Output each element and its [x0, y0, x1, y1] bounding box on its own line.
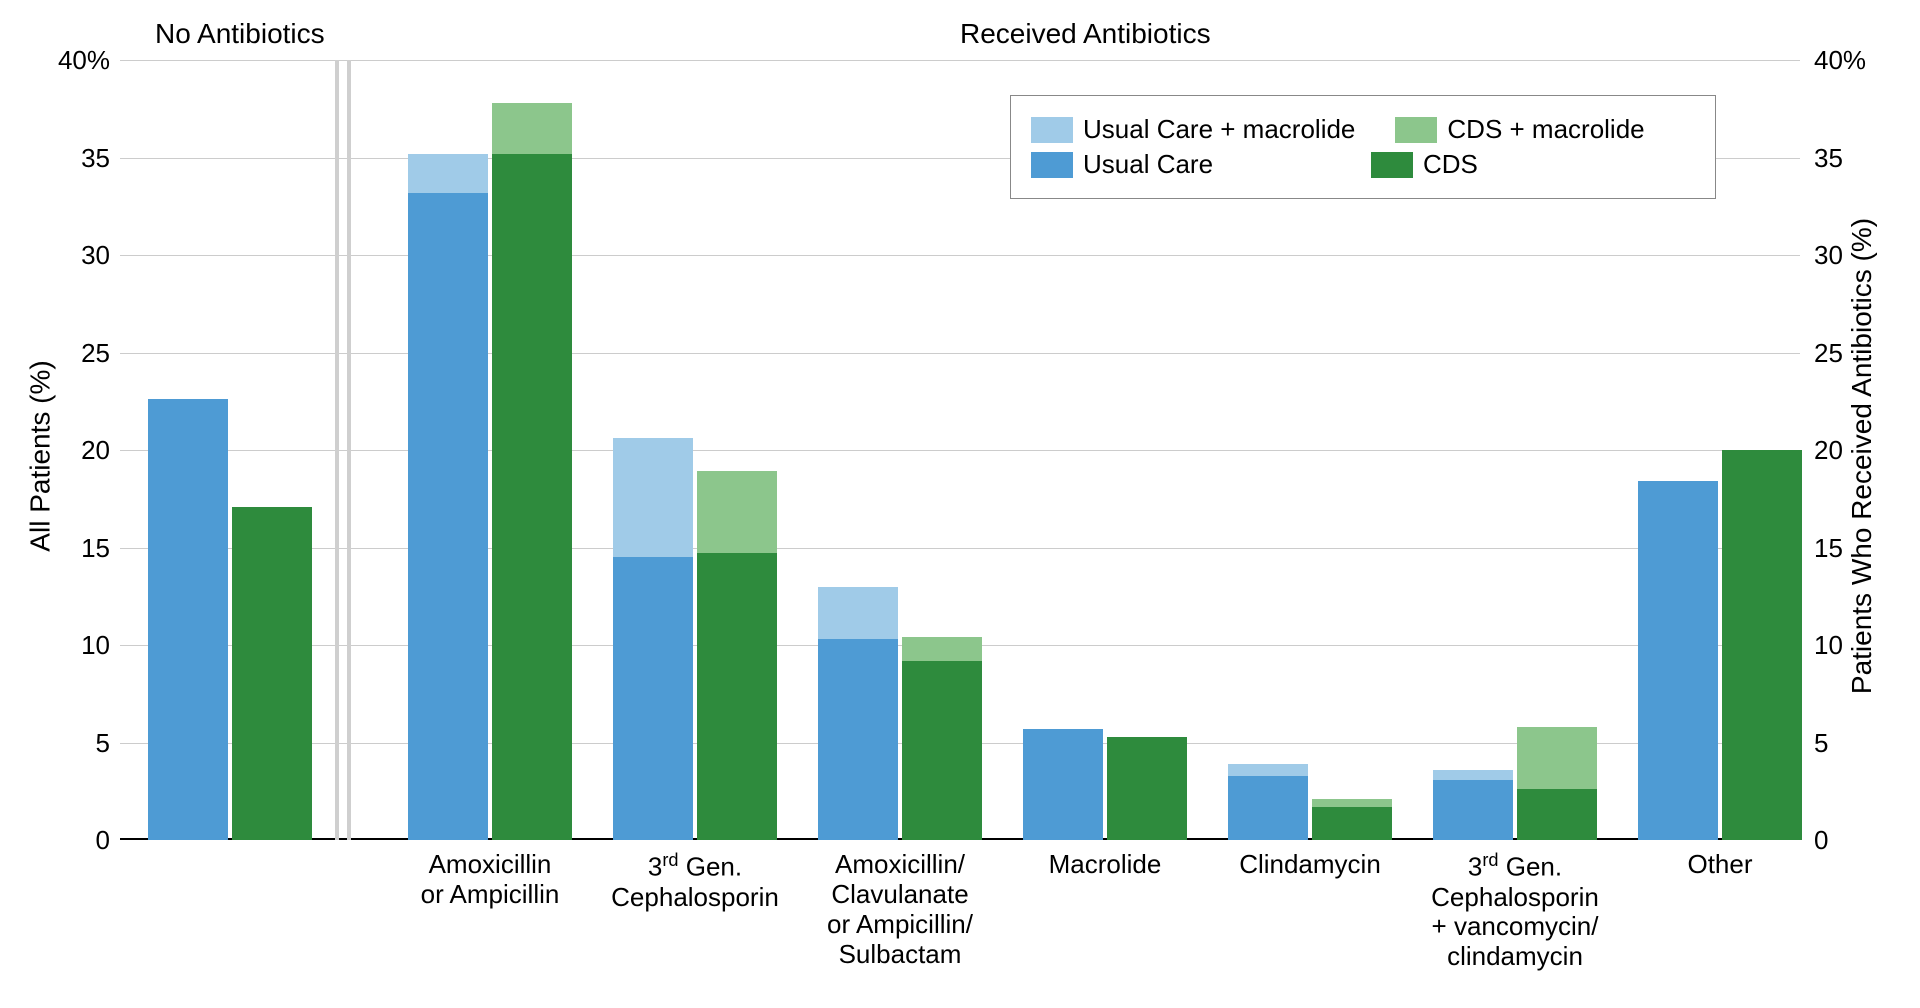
bar-usual-care-macrolide	[818, 587, 898, 640]
y-tick-label-right: 30	[1814, 240, 1884, 271]
bar-cds-macrolide	[492, 103, 572, 154]
bar-usual-care-macrolide	[408, 154, 488, 193]
legend-label: CDS	[1423, 149, 1478, 180]
bar-cds-macrolide	[1517, 727, 1597, 789]
bar-cds-macrolide	[902, 637, 982, 660]
x-category-label: Amoxicillin/Clavulanateor Ampicillin/Sul…	[800, 850, 1000, 970]
legend-swatch	[1031, 117, 1073, 143]
y-tick-label-left: 25	[40, 338, 110, 369]
bar-cds-macrolide	[1312, 799, 1392, 807]
bar-cds	[902, 661, 982, 840]
gridline	[120, 548, 1800, 549]
y-tick-label-left: 30	[40, 240, 110, 271]
panel-divider	[335, 60, 339, 840]
legend-item: CDS + macrolide	[1395, 114, 1695, 145]
bar-usual-care	[1433, 780, 1513, 840]
y-tick-label-right: 0	[1814, 825, 1884, 856]
bar-usual-care	[818, 639, 898, 840]
legend-label: CDS + macrolide	[1447, 114, 1644, 145]
bar-usual-care-macrolide	[1228, 764, 1308, 776]
section-title-left: No Antibiotics	[155, 18, 325, 50]
y-tick-label-right: 35	[1814, 143, 1884, 174]
y-tick-label-left: 10	[40, 630, 110, 661]
y-tick-label-left: 0	[40, 825, 110, 856]
bar-cds	[1312, 807, 1392, 840]
gridline	[120, 353, 1800, 354]
legend-swatch	[1031, 152, 1073, 178]
y-tick-label-left: 35	[40, 143, 110, 174]
y-tick-label-right: 25	[1814, 338, 1884, 369]
y-tick-label-right: 15	[1814, 533, 1884, 564]
bar-usual-care	[148, 399, 228, 840]
x-category-label: Other	[1620, 850, 1820, 880]
y-tick-label-right: 5	[1814, 728, 1884, 759]
gridline	[120, 255, 1800, 256]
legend: Usual Care + macrolide CDS + macrolide U…	[1010, 95, 1716, 199]
y-tick-label-left: 15	[40, 533, 110, 564]
x-category-label: 3rd Gen.Cephalosporin	[595, 850, 795, 912]
bar-usual-care	[613, 557, 693, 840]
y-tick-label-right: 10	[1814, 630, 1884, 661]
bar-cds	[492, 154, 572, 840]
bar-usual-care	[1228, 776, 1308, 840]
y-tick-label-left: 20	[40, 435, 110, 466]
bar-cds	[1517, 789, 1597, 840]
legend-label: Usual Care + macrolide	[1083, 114, 1355, 145]
x-category-label: 3rd Gen.Cephalosporin+ vancomycin/clinda…	[1415, 850, 1615, 972]
legend-swatch	[1395, 117, 1437, 143]
x-category-label: Clindamycin	[1210, 850, 1410, 880]
legend-item: Usual Care	[1031, 149, 1331, 180]
y-tick-label-left: 40%	[40, 45, 110, 76]
bar-usual-care	[408, 193, 488, 840]
legend-item: Usual Care + macrolide	[1031, 114, 1355, 145]
bar-cds	[1722, 450, 1802, 840]
chart-container: No Antibiotics Received Antibiotics All …	[0, 0, 1920, 1008]
bar-usual-care	[1023, 729, 1103, 840]
legend-item: CDS	[1371, 149, 1671, 180]
panel-divider	[347, 60, 351, 840]
y-tick-label-left: 5	[40, 728, 110, 759]
bar-usual-care-macrolide	[1433, 770, 1513, 780]
section-title-right: Received Antibiotics	[960, 18, 1211, 50]
gridline	[120, 450, 1800, 451]
bar-cds-macrolide	[697, 471, 777, 553]
y-tick-label-right: 20	[1814, 435, 1884, 466]
bar-usual-care-macrolide	[613, 438, 693, 557]
x-category-label: Macrolide	[1005, 850, 1205, 880]
y-tick-label-right: 40%	[1814, 45, 1884, 76]
bar-cds	[1107, 737, 1187, 840]
bar-cds	[697, 553, 777, 840]
bar-cds	[232, 507, 312, 840]
x-category-label: Amoxicillinor Ampicillin	[390, 850, 590, 910]
bar-usual-care	[1638, 481, 1718, 840]
legend-swatch	[1371, 152, 1413, 178]
gridline	[120, 60, 1800, 61]
legend-label: Usual Care	[1083, 149, 1213, 180]
